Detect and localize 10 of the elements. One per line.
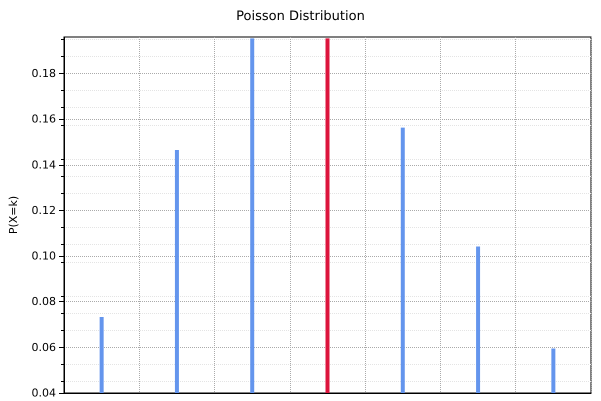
y-tick-label: 0.10 (32, 250, 56, 263)
y-tick-label: 0.04 (32, 386, 56, 400)
y-tick-label: 0.12 (32, 204, 56, 217)
y-tick-label: 0.06 (32, 340, 56, 354)
y-tick-label: 0.08 (32, 295, 56, 308)
y-axis-title: P(X=k) (7, 196, 20, 234)
y-tick-label: 0.18 (32, 67, 56, 80)
chart-title: Poisson Distribution (236, 9, 365, 24)
y-tick-label: 0.14 (32, 158, 56, 172)
y-tick-label: 0.16 (32, 112, 56, 126)
